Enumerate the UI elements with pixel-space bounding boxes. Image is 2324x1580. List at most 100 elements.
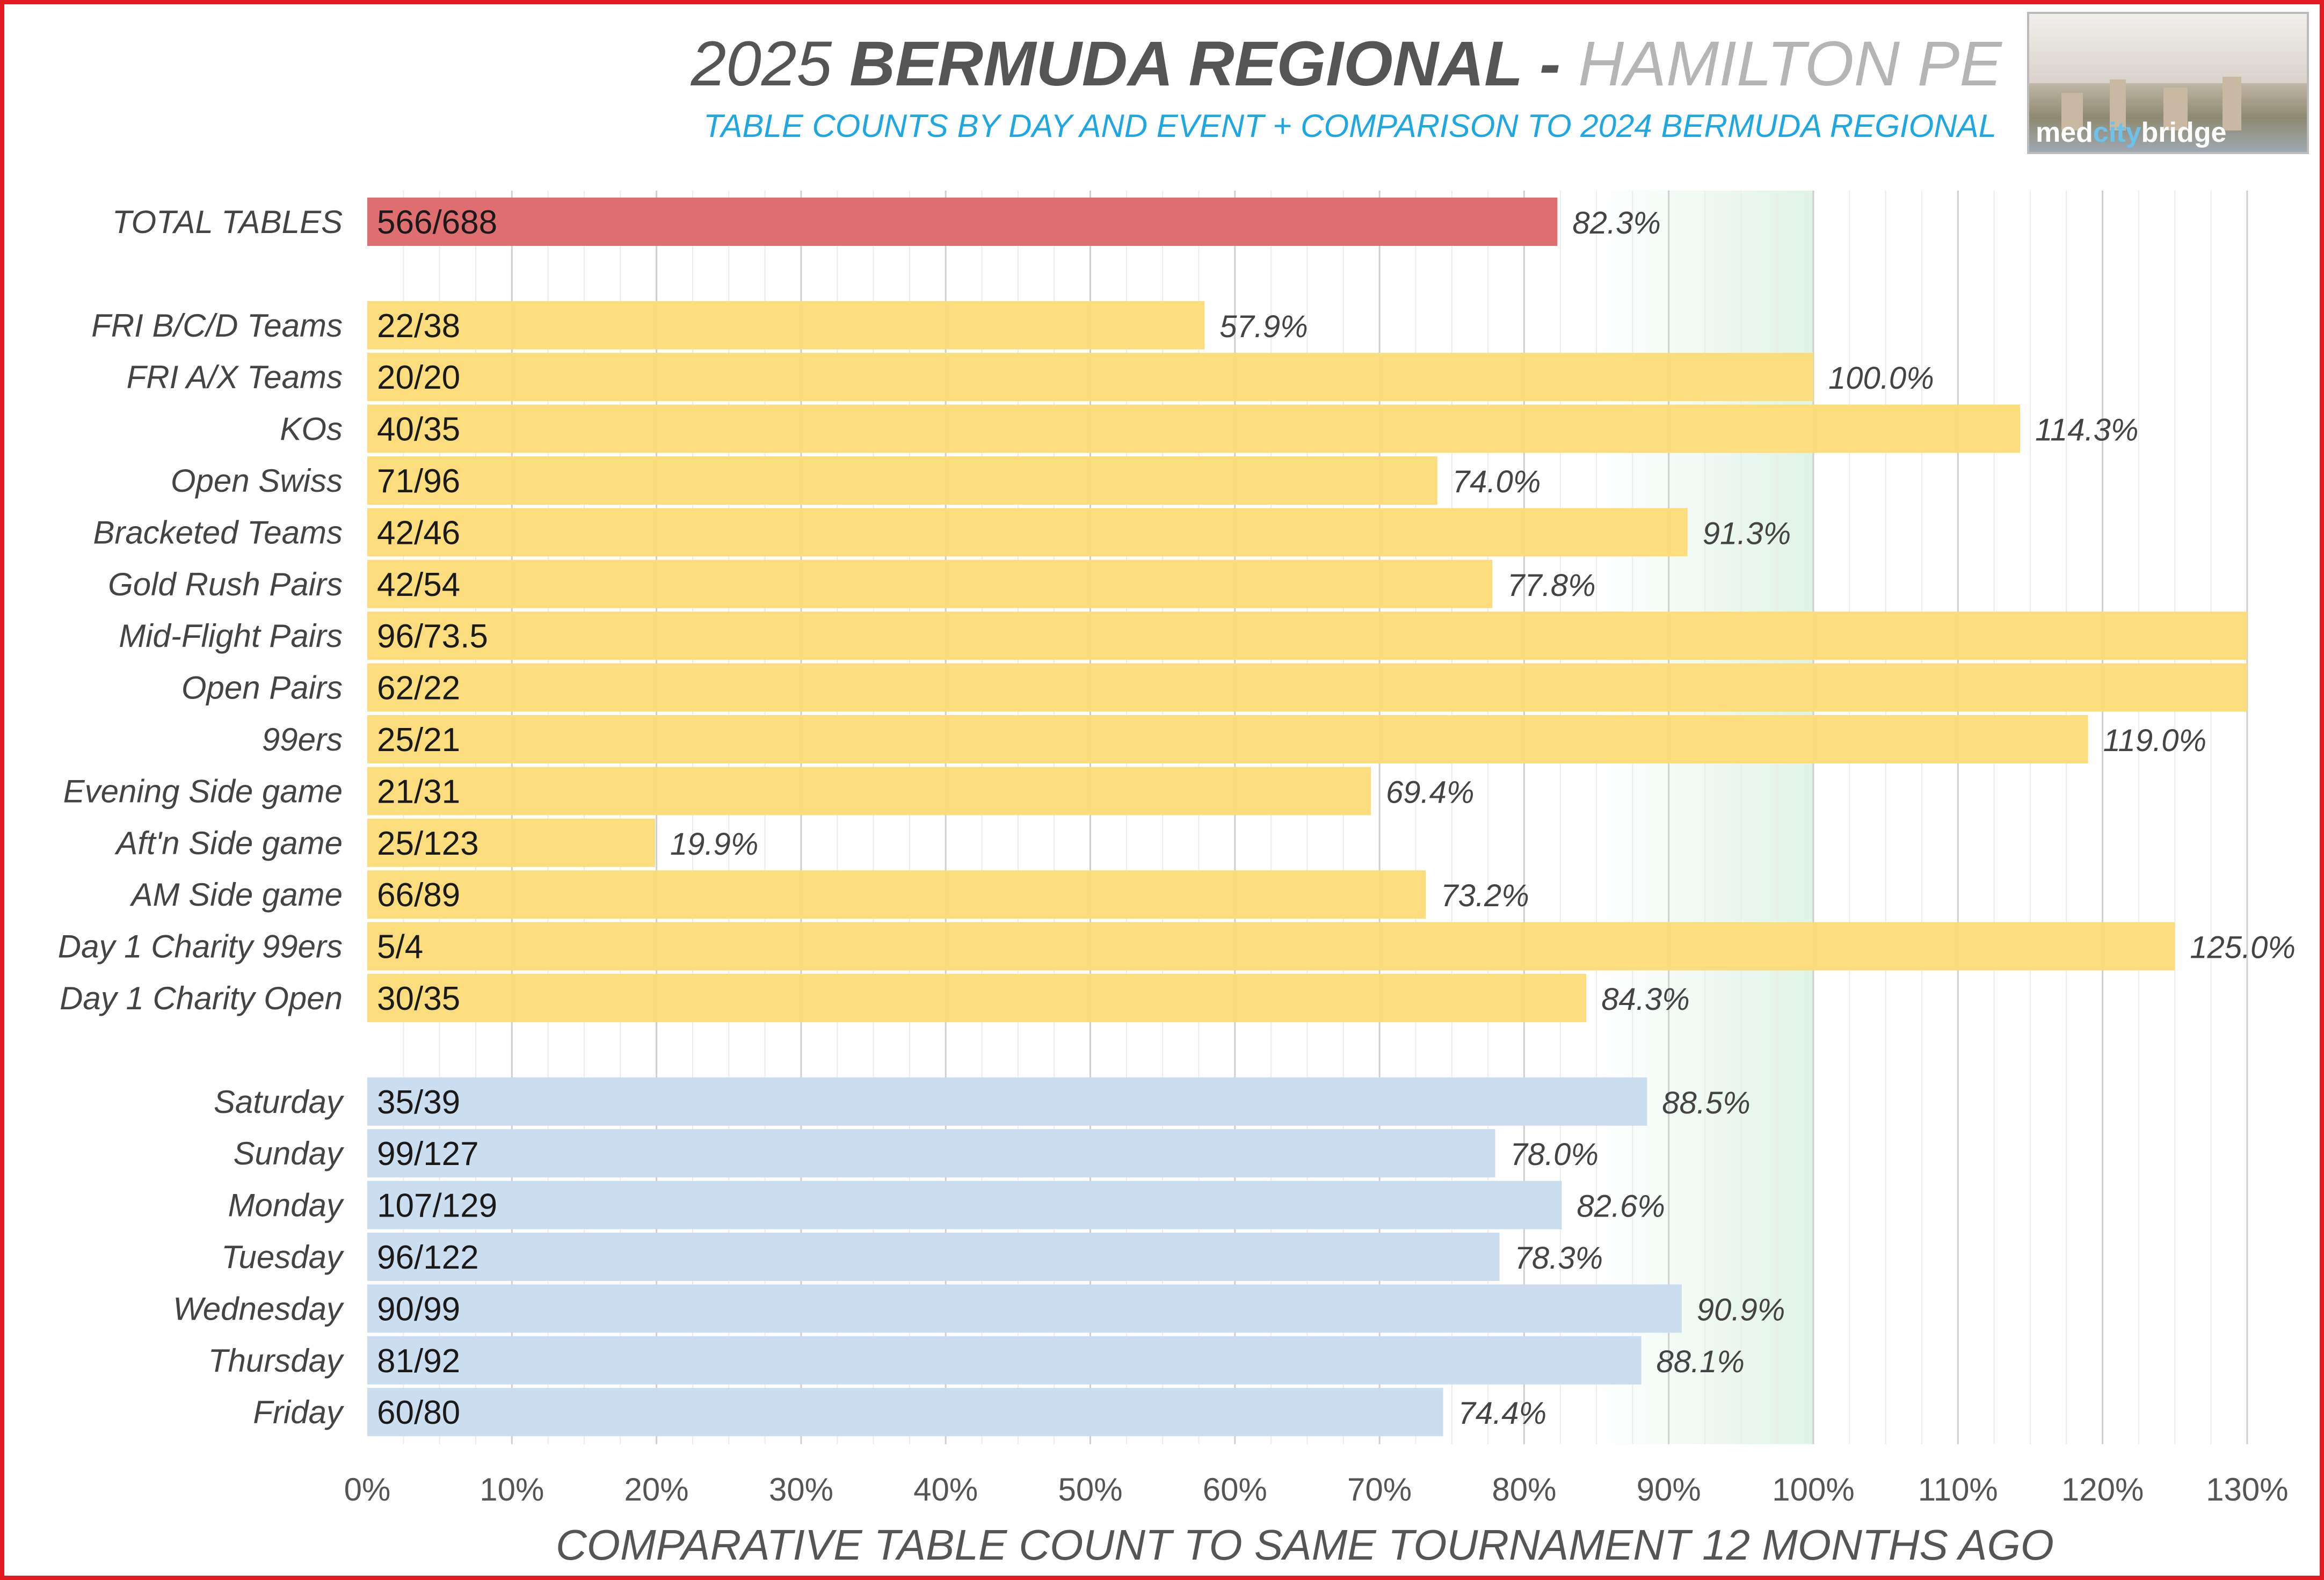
- bar: [367, 1129, 1495, 1178]
- category-label: Friday: [253, 1394, 345, 1430]
- value-label: 82.6%: [1577, 1189, 1665, 1224]
- category-label: Thursday: [208, 1343, 345, 1379]
- value-label: 74.4%: [1458, 1396, 1546, 1431]
- value-label: 19.9%: [670, 827, 758, 862]
- value-label: 88.5%: [1662, 1086, 1750, 1120]
- value-label: 91.3%: [1703, 516, 1791, 551]
- category-label: FRI B/C/D Teams: [91, 308, 343, 344]
- count-label: 5/4: [377, 929, 423, 966]
- value-label: 78.3%: [1515, 1241, 1603, 1276]
- bar: [367, 559, 1493, 608]
- x-tick-label: 60%: [1203, 1472, 1267, 1508]
- count-label: 25/21: [377, 722, 460, 759]
- logo-building: [2223, 77, 2241, 130]
- x-tick-label: 130%: [2206, 1472, 2288, 1508]
- value-label: 114.3%: [2035, 413, 2138, 448]
- count-label: 60/80: [377, 1394, 460, 1431]
- count-label: 21/31: [377, 773, 460, 810]
- title-location: HAMILTON PE: [1578, 28, 2002, 99]
- bar: [367, 1181, 1562, 1229]
- category-label: KOs: [280, 411, 343, 447]
- category-label: Aft'n Side game: [114, 825, 343, 861]
- logo-text-bridge: bridge: [2141, 117, 2227, 148]
- logo-wordmark: medcitybridge: [2036, 119, 2226, 147]
- x-tick-label: 120%: [2061, 1472, 2144, 1508]
- value-label: 74.0%: [1452, 464, 1541, 499]
- count-label: 99/127: [377, 1135, 479, 1173]
- count-label: 96/122: [377, 1239, 479, 1276]
- bar: [367, 404, 2021, 453]
- category-label: Day 1 Charity Open: [60, 980, 343, 1016]
- bar: [367, 301, 1205, 350]
- x-tick-label: 30%: [769, 1472, 833, 1508]
- count-label: 22/38: [377, 308, 460, 345]
- category-label: Evening Side game: [63, 773, 343, 809]
- x-tick-label: 110%: [1918, 1472, 1998, 1508]
- count-label: 42/46: [377, 514, 460, 551]
- x-axis-title: COMPARATIVE TABLE COUNT TO SAME TOURNAME…: [556, 1521, 2054, 1569]
- bar: [367, 1388, 1443, 1437]
- category-label: Gold Rush Pairs: [108, 566, 343, 602]
- title-year: 2025: [691, 28, 832, 99]
- value-label: 100.0%: [1828, 361, 1934, 396]
- count-label: 66/89: [377, 877, 460, 914]
- category-label: AM Side game: [129, 877, 343, 913]
- bar: [367, 974, 1587, 1022]
- x-tick-label: 80%: [1492, 1472, 1556, 1508]
- value-label: 82.3%: [1572, 206, 1660, 241]
- logo-text-med: med: [2036, 117, 2093, 148]
- category-label: Open Pairs: [181, 670, 343, 706]
- logo-building: [2110, 79, 2126, 130]
- count-label: 40/35: [377, 411, 460, 448]
- value-label: 57.9%: [1219, 309, 1308, 344]
- value-label: 73.2%: [1441, 878, 1529, 913]
- category-label: Bracketed Teams: [93, 514, 343, 550]
- category-label: Tuesday: [221, 1239, 345, 1275]
- bar: [367, 818, 655, 867]
- bar: [367, 1336, 1642, 1385]
- count-label: 71/96: [377, 463, 460, 500]
- category-label: Open Swiss: [171, 463, 343, 499]
- value-label: 119.0%: [2103, 723, 2206, 758]
- logo-text-city: city: [2093, 117, 2141, 148]
- bar: [367, 198, 1558, 246]
- category-label: Saturday: [214, 1084, 345, 1120]
- value-label: 90.9%: [1697, 1292, 1785, 1327]
- value-label: 88.1%: [1657, 1344, 1745, 1379]
- count-label: 35/39: [377, 1084, 460, 1121]
- medcitybridge-logo: medcitybridge: [2027, 12, 2309, 154]
- bar: [367, 1077, 1647, 1126]
- count-label: 90/99: [377, 1291, 460, 1328]
- x-tick-label: 70%: [1347, 1472, 1412, 1508]
- logo-sky: [2029, 14, 2307, 83]
- value-label: 69.4%: [1386, 775, 1474, 810]
- x-tick-label: 0%: [344, 1472, 391, 1508]
- logo-building: [2163, 88, 2188, 130]
- category-label: TOTAL TABLES: [112, 204, 343, 240]
- category-label: Monday: [228, 1188, 345, 1224]
- category-label: 99ers: [262, 722, 343, 758]
- bar: [367, 870, 1426, 919]
- count-label: 62/22: [377, 670, 460, 707]
- bar: [367, 663, 2247, 712]
- category-label: Sunday: [234, 1135, 345, 1171]
- count-label: 30/35: [377, 980, 460, 1017]
- category-label: Wednesday: [173, 1291, 345, 1327]
- x-tick-label: 50%: [1058, 1472, 1122, 1508]
- category-label: FRI A/X Teams: [127, 359, 343, 395]
- count-label: 566/688: [377, 204, 497, 241]
- category-label: Mid-Flight Pairs: [119, 618, 343, 654]
- count-label: 20/20: [377, 359, 460, 396]
- count-label: 96/73.5: [377, 618, 488, 655]
- bar: [367, 1284, 1682, 1333]
- bar: [367, 922, 2175, 971]
- x-tick-label: 40%: [913, 1472, 978, 1508]
- category-label: Day 1 Charity 99ers: [58, 929, 343, 965]
- logo-building: [2061, 93, 2083, 130]
- count-label: 42/54: [377, 566, 460, 603]
- value-label: 125.0%: [2190, 930, 2296, 965]
- count-label: 25/123: [377, 825, 479, 862]
- bar: [367, 767, 1371, 816]
